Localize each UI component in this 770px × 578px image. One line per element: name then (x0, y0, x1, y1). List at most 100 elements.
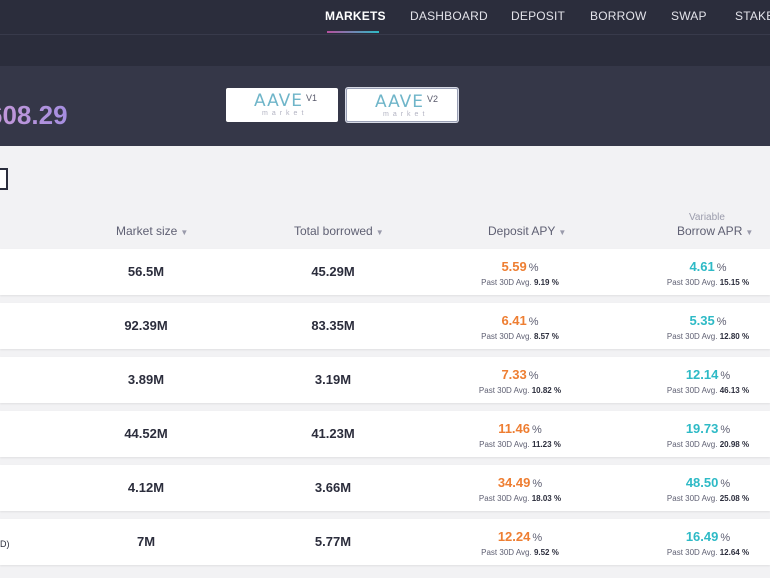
percent-sign: % (528, 370, 539, 382)
borrow-30d-avg: Past 30D Avg. 20.98 % (656, 440, 760, 449)
avg-value: 11.23 % (531, 440, 561, 449)
borrow-apr-value: 19.73 (685, 421, 719, 436)
borrow-30d-avg: Past 30D Avg. 25.08 % (656, 494, 760, 503)
sort-arrow-icon: ▼ (558, 228, 567, 237)
deposit-apy: 12.24% Past 30D Avg. 9.52 % (470, 528, 570, 557)
borrow-apr: 12.14% Past 30D Avg. 46.13 % (656, 366, 760, 395)
deposit-apy: 11.46% Past 30D Avg. 11.23 % (470, 420, 570, 449)
sort-arrow-icon: ▼ (375, 228, 384, 237)
col-total-borrowed[interactable]: Total borrowed ▼ (294, 224, 384, 238)
avg-label: Past 30D Avg. (666, 278, 718, 287)
deposit-apy-value: 5.59 (501, 259, 527, 274)
col-borrow-variable: Variable (689, 212, 725, 223)
markets-table-area: Market size ▼ Total borrowed ▼ Deposit APY… (0, 146, 770, 578)
col-borrow-apr-label: Borrow APR (677, 224, 743, 238)
nav-deposit[interactable]: DEPOSIT (511, 9, 566, 23)
nav-dashboard[interactable]: DASHBOARD (410, 9, 488, 23)
sort-arrow-icon: ▼ (180, 228, 189, 237)
percent-sign: % (532, 478, 543, 490)
total-borrowed-value: 45.29M (311, 264, 355, 279)
percent-sign: % (720, 478, 731, 490)
total-market-size: 608.29 (0, 100, 68, 131)
nav-markets[interactable]: MARKETS (325, 9, 386, 23)
table-row[interactable]: 44.52M 41.23M 11.46% Past 30D Avg. 11.23… (0, 411, 770, 457)
table-row[interactable]: 56.5M 45.29M 5.59% Past 30D Avg. 9.19 % … (0, 249, 770, 295)
market-size-value: 4.12M (127, 480, 165, 495)
market-label: market (383, 111, 429, 118)
market-size-value: 56.5M (127, 264, 165, 279)
market-version: V1 (306, 93, 318, 103)
avg-label: Past 30D Avg. (481, 548, 532, 557)
avg-value: 12.64 % (719, 548, 750, 557)
market-size-value: 44.52M (124, 426, 168, 441)
avg-value: 10.82 % (531, 386, 562, 395)
borrow-apr-value: 12.14 (685, 367, 719, 382)
deposit-30d-avg: Past 30D Avg. 8.57 % (470, 332, 570, 341)
borrow-30d-avg: Past 30D Avg. 12.80 % (656, 332, 760, 341)
avg-value: 25.08 % (719, 494, 750, 503)
percent-sign: % (532, 424, 542, 436)
deposit-apy-value: 34.49 (497, 475, 531, 490)
avg-label: Past 30D Avg. (479, 440, 530, 449)
active-nav-underline (327, 31, 379, 33)
avg-value: 20.98 % (719, 440, 750, 449)
col-total-borrowed-label: Total borrowed (294, 224, 373, 238)
borrow-apr-value: 16.49 (685, 529, 719, 544)
table-row[interactable]: D) 7M 5.77M 12.24% Past 30D Avg. 9.52 % … (0, 519, 770, 565)
borrow-apr-value: 5.35 (689, 313, 715, 328)
market-size-value: 3.89M (127, 372, 165, 387)
market-label: market (262, 110, 308, 117)
percent-sign: % (716, 316, 727, 328)
borrow-apr: 5.35% Past 30D Avg. 12.80 % (656, 312, 760, 341)
borrow-apr: 19.73% Past 30D Avg. 20.98 % (656, 420, 760, 449)
borrow-30d-avg: Past 30D Avg. 46.13 % (656, 386, 760, 395)
percent-sign: % (716, 262, 727, 274)
nav-stake[interactable]: STAKE (735, 9, 770, 23)
filter-checkbox[interactable] (0, 168, 8, 190)
percent-sign: % (720, 532, 731, 544)
col-market-size[interactable]: Market size ▼ (116, 224, 188, 238)
deposit-30d-avg: Past 30D Avg. 9.52 % (470, 548, 570, 557)
nav-borrow[interactable]: BORROW (590, 9, 647, 23)
top-nav: MARKETS DASHBOARD DEPOSIT BORROW SWAP ST… (0, 0, 770, 34)
col-borrow-apr[interactable]: Borrow APR ▼ (677, 224, 753, 238)
avg-label: Past 30D Avg. (666, 548, 718, 557)
borrow-apr: 48.50% Past 30D Avg. 25.08 % (656, 474, 760, 503)
nav-swap[interactable]: SWAP (671, 9, 707, 23)
percent-sign: % (720, 424, 731, 436)
deposit-apy: 7.33% Past 30D Avg. 10.82 % (470, 366, 570, 395)
total-borrowed-value: 3.19M (314, 372, 352, 387)
asset-name: D) (0, 539, 10, 549)
avg-value: 15.15 % (719, 278, 750, 287)
col-market-size-label: Market size (116, 224, 178, 238)
deposit-apy-value: 12.24 (497, 529, 531, 544)
table-row[interactable]: 92.39M 83.35M 6.41% Past 30D Avg. 8.57 %… (0, 303, 770, 349)
avg-label: Past 30D Avg. (666, 494, 718, 503)
total-borrowed-value: 41.23M (311, 426, 355, 441)
percent-sign: % (528, 262, 539, 274)
deposit-apy: 5.59% Past 30D Avg. 9.19 % (470, 258, 570, 287)
table-row[interactable]: 4.12M 3.66M 34.49% Past 30D Avg. 18.03 %… (0, 465, 770, 511)
col-deposit-apy-label: Deposit APY (488, 224, 556, 238)
sort-arrow-icon: ▼ (745, 228, 754, 237)
percent-sign: % (720, 370, 731, 382)
percent-sign: % (528, 316, 539, 328)
avg-value: 12.80 % (719, 332, 750, 341)
deposit-apy-value: 7.33 (501, 367, 527, 382)
deposit-30d-avg: Past 30D Avg. 10.82 % (470, 386, 570, 395)
avg-label: Past 30D Avg. (478, 494, 530, 503)
deposit-30d-avg: Past 30D Avg. 9.19 % (470, 278, 570, 287)
market-v1-button[interactable]: AAVE V1 market (226, 88, 338, 122)
table-row[interactable]: 3.89M 3.19M 7.33% Past 30D Avg. 10.82 % … (0, 357, 770, 403)
deposit-apy-value: 6.41 (501, 313, 527, 328)
avg-value: 9.19 % (533, 278, 559, 287)
avg-value: 18.03 % (531, 494, 562, 503)
market-v2-button[interactable]: AAVE V2 market (346, 88, 458, 122)
col-deposit-apy[interactable]: Deposit APY ▼ (488, 224, 566, 238)
market-size-value: 7M (136, 534, 156, 549)
total-borrowed-value: 5.77M (314, 534, 352, 549)
avg-value: 46.13 % (719, 386, 750, 395)
avg-label: Past 30D Avg. (666, 332, 718, 341)
avg-label: Past 30D Avg. (481, 332, 532, 341)
avg-label: Past 30D Avg. (481, 278, 532, 287)
